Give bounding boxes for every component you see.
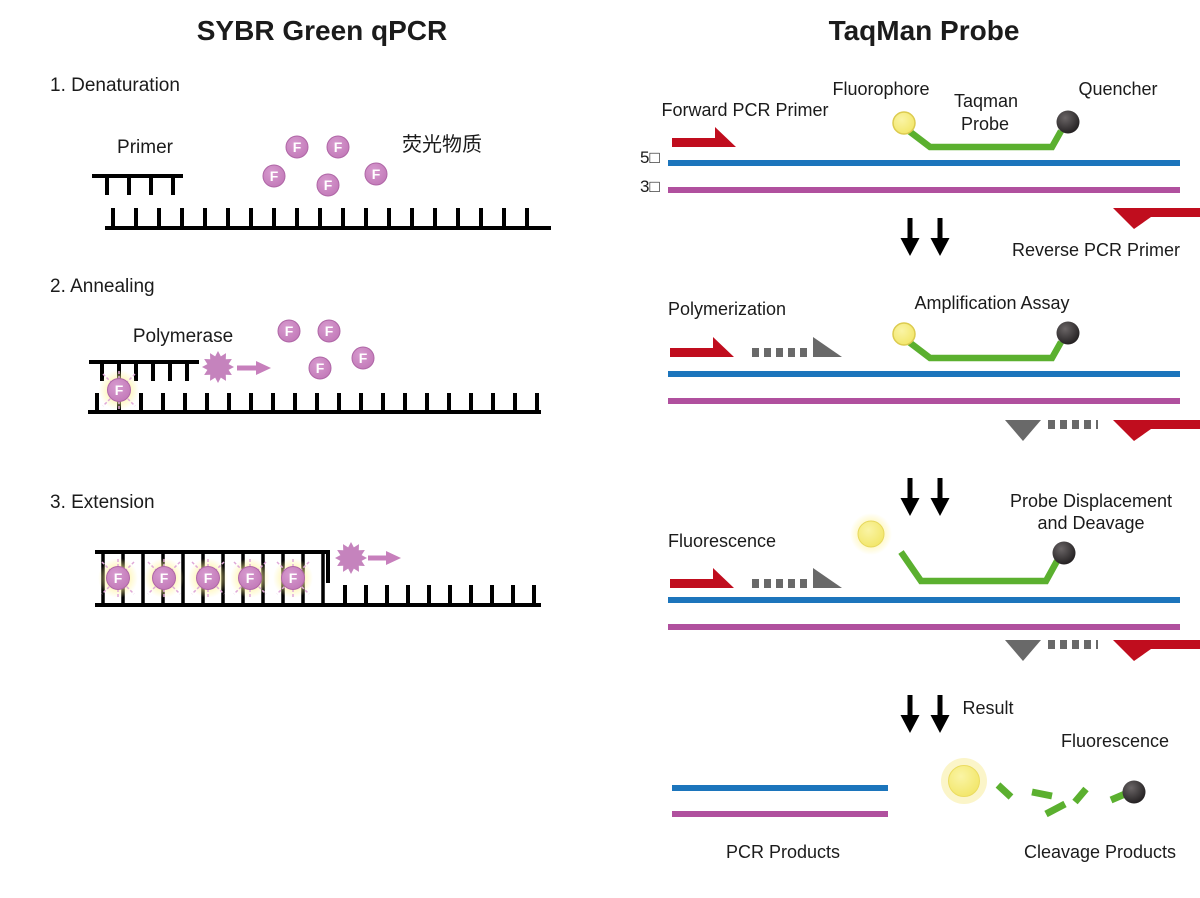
down-arrow-icon	[930, 695, 950, 733]
fluorescence-result-label: Fluorescence	[1061, 731, 1169, 751]
fluorescence-label: Fluorescence	[668, 531, 776, 551]
five-prime-label: 5□	[640, 148, 660, 167]
step-2-label: 2. Annealing	[50, 276, 155, 297]
displaced-probe-line	[898, 550, 1060, 585]
step-3-label: 3. Extension	[50, 492, 155, 513]
down-arrow-icon	[930, 478, 950, 516]
f-letter: F	[246, 570, 255, 586]
f-letter: F	[316, 360, 325, 376]
synthesis-arrow-icon	[752, 337, 842, 357]
fluorophore-dot	[892, 322, 916, 346]
taqman-probe-label-line2: Probe	[961, 114, 1009, 134]
f-letter: F	[285, 323, 294, 339]
taqman-probe-line	[907, 339, 1064, 362]
quencher-dot	[1056, 110, 1080, 134]
f-letter: F	[359, 350, 368, 366]
taqman-probe-label-line1: Taqman	[954, 91, 1018, 111]
extension-arrow-icon	[237, 361, 271, 375]
new-strand	[95, 550, 330, 583]
reverse-primer-arrow-icon	[1113, 640, 1200, 661]
polymerase-icon	[335, 542, 367, 574]
three-prime-label: 3□	[640, 177, 660, 196]
left-title: SYBR Green qPCR	[197, 15, 448, 46]
cleavage-products-label: Cleavage Products	[1024, 842, 1176, 862]
f-letter: F	[289, 570, 298, 586]
reverse-synthesis-arrow-icon	[1005, 640, 1098, 661]
reverse-primer-arrow-icon	[1113, 420, 1200, 441]
fluorophore-label: Fluorophore	[832, 79, 929, 99]
quencher-label: Quencher	[1078, 79, 1157, 99]
polymerization-label: Polymerization	[668, 299, 786, 319]
f-letter: F	[325, 323, 334, 339]
dna-template-strand	[105, 208, 551, 230]
f-letter: F	[204, 570, 213, 586]
probe-fragment	[1031, 788, 1053, 800]
f-letter: F	[270, 168, 279, 184]
forward-primer-arrow-icon	[672, 127, 736, 147]
probe-fragment	[995, 782, 1014, 800]
polymerase-icon	[202, 351, 234, 383]
reverse-pcr-primer-label: Reverse PCR Primer	[1012, 240, 1180, 260]
forward-primer-arrow-icon	[670, 337, 734, 357]
dna-template-strand	[88, 393, 541, 414]
step-1-label: 1. Denaturation	[50, 75, 180, 96]
primer-strand	[92, 174, 183, 195]
f-letter: F	[334, 139, 343, 155]
f-letter: F	[160, 570, 169, 586]
reverse-primer-arrow-icon	[1113, 208, 1200, 229]
synthesis-arrow-icon	[752, 568, 842, 588]
cleaved-probe-fragments	[995, 782, 1127, 818]
amplification-assay-label: Amplification Assay	[914, 293, 1069, 313]
forward-pcr-primer-label: Forward PCR Primer	[661, 100, 828, 120]
down-arrow-icon	[930, 218, 950, 256]
f-letter: F	[372, 166, 381, 182]
polymerase-label: Polymerase	[133, 326, 233, 347]
intercalated-dye-row: F F F F F	[97, 557, 314, 599]
f-letter: F	[114, 570, 123, 586]
down-arrow-icon	[900, 218, 920, 256]
result-label: Result	[962, 698, 1013, 718]
probe-fragment	[1109, 790, 1127, 804]
quencher-dot	[1052, 541, 1076, 565]
fluorophore-dot	[892, 111, 916, 135]
f-letter: F	[115, 382, 124, 398]
down-arrow-icon	[900, 695, 920, 733]
probe-displacement-label-line1: Probe Displacement	[1010, 491, 1172, 511]
dna-template-strand	[95, 585, 541, 607]
probe-fragment	[1044, 800, 1067, 818]
f-letter: F	[324, 177, 333, 193]
reverse-synthesis-arrow-icon	[1005, 420, 1098, 441]
probe-fragment	[1072, 786, 1089, 805]
down-arrow-icon	[900, 478, 920, 516]
forward-primer-arrow-icon	[670, 568, 734, 588]
quencher-dot	[1056, 321, 1080, 345]
extension-arrow-icon	[368, 551, 401, 565]
pcr-products-label: PCR Products	[726, 842, 840, 862]
probe-displacement-label-line2: and Deavage	[1037, 513, 1144, 533]
fluorophore-dot	[857, 520, 885, 548]
taqman-probe-line	[907, 128, 1064, 151]
right-title: TaqMan Probe	[829, 15, 1020, 46]
quencher-dot	[1122, 780, 1146, 804]
f-letter: F	[293, 139, 302, 155]
primer-label: Primer	[117, 137, 174, 158]
sybr-dye-molecules: F F F F	[277, 319, 375, 380]
fluorescent-substance-label: 荧光物质	[402, 133, 482, 156]
sybr-dye-molecules: F F F F F	[262, 135, 388, 197]
fluorophore-dot	[948, 765, 980, 797]
